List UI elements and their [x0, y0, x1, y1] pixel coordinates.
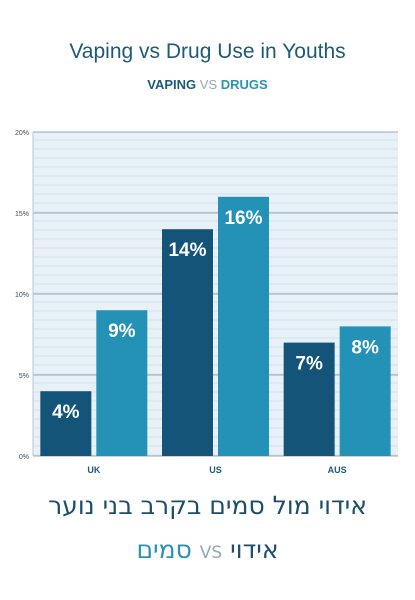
data-label: 16%: [224, 208, 262, 229]
hebrew-subtitle: אידוי VS סמים: [0, 535, 415, 564]
legend-vs: VS: [199, 77, 218, 92]
data-label: 4%: [52, 402, 80, 423]
y-tick-label: 10%: [15, 292, 29, 299]
data-label: 9%: [108, 321, 136, 342]
bar-drugs-us: [218, 196, 269, 457]
bar-vaping-aus: [283, 342, 335, 456]
hebrew-drugs: סמים: [136, 535, 192, 564]
y-tick-label: 5%: [19, 373, 29, 380]
hebrew-vaping: אידוי: [230, 535, 279, 564]
bar-drugs-aus: [339, 326, 391, 456]
y-tick-label: 15%: [15, 211, 29, 218]
data-label: 8%: [351, 337, 379, 358]
chart-title: Vaping vs Drug Use in Youths: [69, 40, 346, 63]
bar-drugs-uk: [96, 310, 148, 456]
bar-chart: 0% 5% 10% 15% 20% 4% 9% UK 14% 16% US 7% 8% AUS: [15, 130, 398, 475]
y-tick-label: 20%: [15, 130, 29, 137]
x-tick-label: US: [209, 465, 222, 475]
legend-vaping: VAPING: [147, 77, 197, 92]
x-tick-label: UK: [87, 465, 100, 475]
data-label: 7%: [295, 354, 323, 375]
data-label: 14%: [168, 240, 206, 261]
bar-vaping-us: [162, 229, 213, 456]
chart-subtitle: VAPING VS DRUGS: [0, 77, 415, 92]
hebrew-title: אידוי מול סמים בקרב בני נוער: [48, 491, 367, 520]
legend-drugs: DRUGS: [220, 77, 268, 92]
bar-vaping-uk: [40, 391, 92, 456]
hebrew-vs: VS: [199, 543, 223, 563]
y-tick-label: 0%: [19, 454, 29, 461]
x-tick-label: AUS: [328, 465, 347, 475]
